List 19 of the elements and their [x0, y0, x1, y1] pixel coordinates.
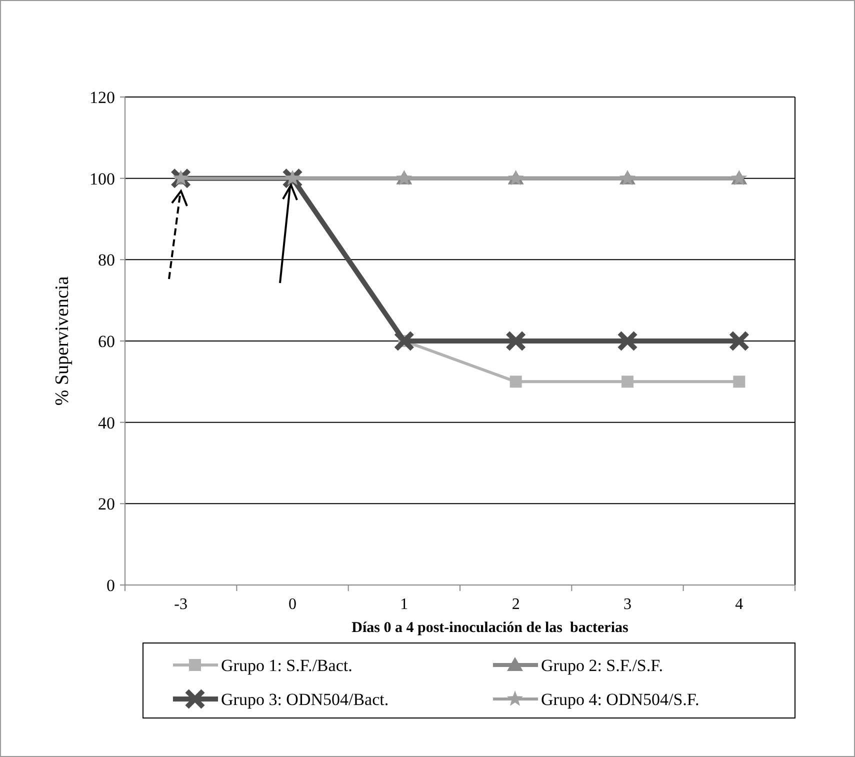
- y-tick-label: 20: [98, 494, 115, 514]
- x-tick-label: 0: [288, 596, 296, 613]
- x-tick-label: 2: [512, 596, 520, 613]
- y-axis-title: % Supervivencia: [52, 276, 73, 406]
- x-tick-label: 3: [624, 596, 632, 613]
- y-tick-label: 120: [90, 88, 115, 107]
- x-tick-label: -3: [174, 596, 188, 613]
- y-tick-label: 0: [106, 576, 115, 595]
- y-tick-label: 100: [90, 169, 115, 188]
- y-tick-label: 60: [98, 332, 115, 351]
- legend-label: Grupo 3: ODN504/Bact.: [221, 690, 389, 709]
- x-axis-title: Días 0 a 4 post-inoculación de las bacterias: [352, 620, 628, 636]
- legend-label: Grupo 4: ODN504/S.F.: [541, 690, 700, 709]
- y-tick-label: 40: [98, 413, 115, 432]
- legend-label: Grupo 2: S.F./S.F.: [541, 656, 663, 675]
- x-tick-label: 1: [400, 596, 408, 613]
- legend-label: Grupo 1: S.F./Bact.: [221, 656, 352, 675]
- y-tick-label: 80: [98, 250, 115, 270]
- x-tick-label: 4: [735, 596, 744, 613]
